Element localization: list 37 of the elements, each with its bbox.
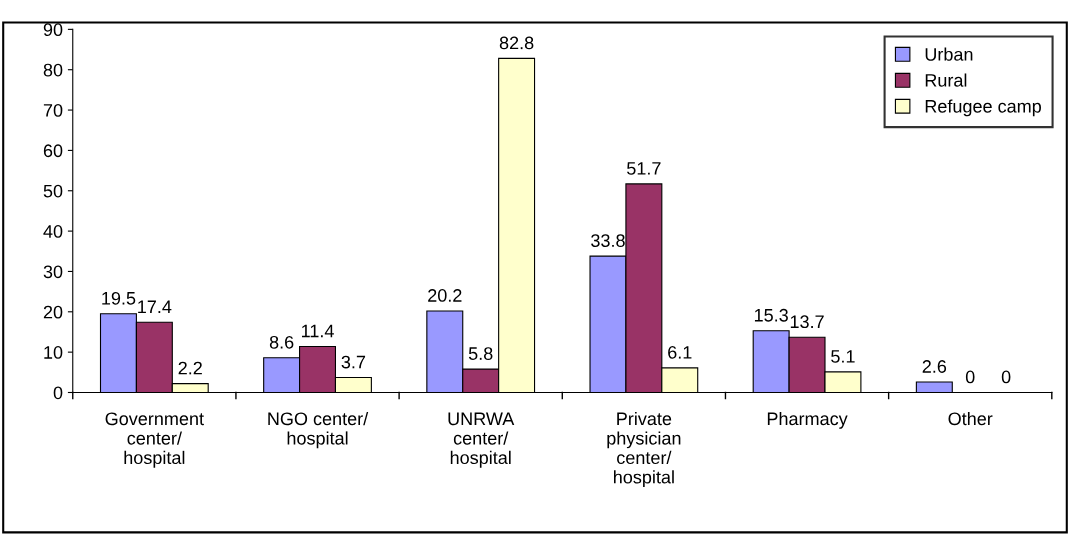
data-label: 8.6 (269, 335, 294, 349)
y-tick-label: 90 (43, 23, 63, 37)
data-label: 51.7 (627, 162, 661, 175)
legend-label: Rural (925, 73, 967, 87)
data-label: 6.1 (668, 345, 692, 359)
data-label: 0 (1001, 370, 1011, 384)
data-label: 17.4 (138, 300, 172, 313)
data-label: 13.7 (790, 315, 824, 329)
data-label: 5.1 (831, 350, 855, 363)
x-tick-label: Pharmacy (767, 411, 848, 429)
legend-label: Refugee camp (925, 99, 1041, 117)
x-tick-label: UNRWA center/ hospital (448, 412, 515, 468)
data-label: 19.5 (102, 291, 136, 305)
x-tick-label: Government center/ hospital (105, 412, 204, 468)
y-tick-label: 20 (43, 305, 63, 319)
y-tick-label: 50 (43, 184, 63, 198)
data-label: 11.4 (302, 324, 334, 338)
y-tick-label: 60 (43, 144, 63, 158)
data-label: 0 (965, 370, 975, 384)
y-tick-label: 80 (43, 63, 63, 77)
y-tick-label: 40 (43, 225, 63, 238)
data-label: 2.2 (178, 361, 202, 375)
x-tick-label: NGO center/ hospital (268, 411, 369, 449)
y-tick-label: 0 (53, 386, 63, 400)
y-tick-label: 30 (43, 265, 63, 279)
data-label: 5.8 (468, 347, 493, 360)
data-label: 82.8 (499, 36, 534, 50)
data-label: 15.3 (754, 308, 788, 322)
data-label: 2.6 (922, 360, 947, 373)
x-tick-label: Private physician center/ hospital (607, 411, 681, 488)
y-tick-label: 10 (44, 346, 63, 359)
x-tick-label: Other (948, 411, 993, 426)
data-label: 3.7 (341, 355, 366, 369)
y-tick-label: 70 (43, 104, 63, 117)
legend-label: Urban (925, 47, 973, 61)
data-label: 20.2 (428, 289, 462, 302)
data-label: 33.8 (591, 234, 625, 247)
